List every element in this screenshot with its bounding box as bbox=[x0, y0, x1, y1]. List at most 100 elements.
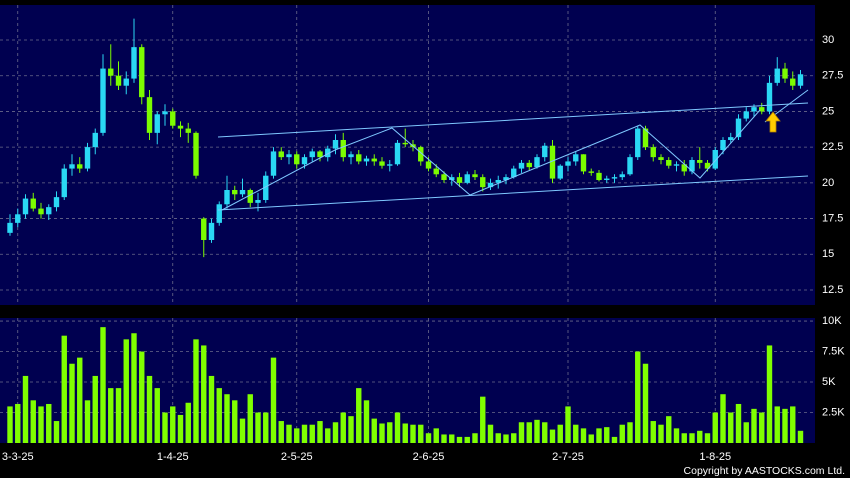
volume-bar bbox=[108, 388, 114, 443]
channel-upper bbox=[217, 102, 809, 138]
candle-body bbox=[720, 140, 726, 150]
volume-bar bbox=[728, 412, 734, 443]
candle-body bbox=[255, 200, 261, 203]
volume-bar bbox=[294, 428, 300, 443]
volume-bar bbox=[565, 406, 571, 443]
volume-bar bbox=[611, 436, 618, 443]
candle-body bbox=[309, 151, 315, 158]
volume-bar bbox=[131, 333, 137, 443]
volume-bar bbox=[301, 424, 308, 443]
volume-bar bbox=[658, 424, 664, 443]
candle-body bbox=[69, 164, 75, 169]
candle-body bbox=[394, 142, 401, 165]
candle-body bbox=[542, 145, 548, 158]
candle-body bbox=[480, 177, 486, 188]
candle-body bbox=[201, 218, 207, 240]
candle-body bbox=[387, 164, 393, 166]
candle-body bbox=[464, 174, 470, 183]
candle-body bbox=[766, 82, 773, 112]
candle-body bbox=[247, 190, 253, 203]
candle-body bbox=[619, 174, 625, 178]
candle-body bbox=[146, 97, 153, 133]
volume-bar bbox=[766, 345, 773, 443]
candle-body bbox=[418, 147, 424, 162]
y-tick-label: 10K bbox=[822, 315, 842, 327]
volume-bar bbox=[332, 422, 339, 443]
volume-bar bbox=[542, 422, 548, 443]
volume-bar bbox=[394, 412, 401, 443]
volume-bar bbox=[7, 406, 13, 443]
candle-body bbox=[332, 140, 339, 149]
y-tick-label: 27.5 bbox=[822, 70, 843, 82]
candle-body bbox=[635, 128, 641, 158]
volume-bar bbox=[604, 427, 610, 443]
candle-body bbox=[441, 174, 447, 180]
volume-bar bbox=[526, 422, 532, 443]
volume-bar bbox=[759, 412, 765, 443]
candle-body bbox=[627, 157, 633, 175]
candle-body bbox=[503, 177, 509, 180]
candle-body bbox=[751, 107, 757, 112]
volume-bar bbox=[46, 403, 52, 443]
volume-bar bbox=[573, 424, 579, 443]
volume-bar bbox=[123, 339, 129, 443]
y-tick-label: 2.5K bbox=[822, 406, 845, 418]
candle-body bbox=[185, 128, 191, 133]
candle-body bbox=[46, 207, 52, 215]
volume-bar bbox=[162, 412, 168, 443]
volume-bar bbox=[402, 423, 408, 443]
candle-body bbox=[317, 151, 323, 158]
candle-body bbox=[704, 162, 711, 169]
volume-bar bbox=[348, 416, 354, 443]
candle-body bbox=[565, 161, 571, 166]
candle-body bbox=[7, 222, 13, 233]
volume-bar bbox=[309, 424, 315, 443]
x-tick-label: 1-4-25 bbox=[157, 451, 189, 463]
candle-body bbox=[673, 164, 680, 166]
volume-bar bbox=[139, 351, 145, 443]
candle-body bbox=[208, 222, 215, 240]
signal-arrow bbox=[765, 111, 781, 133]
candle-body bbox=[425, 161, 432, 169]
candle-body bbox=[681, 164, 687, 172]
volume-bar bbox=[697, 430, 703, 443]
y-tick-label: 12.5 bbox=[822, 284, 843, 296]
candle-body bbox=[518, 162, 525, 169]
candle-body bbox=[604, 178, 610, 180]
y-tick-label: 5K bbox=[822, 376, 836, 388]
y-tick-label: 15 bbox=[822, 248, 834, 260]
volume-bar bbox=[681, 433, 687, 443]
candle-body bbox=[232, 190, 238, 195]
volume-bar bbox=[704, 433, 711, 443]
copyright: Copyright by AASTOCKS.com Ltd. bbox=[684, 465, 845, 477]
volume-bar bbox=[410, 424, 416, 443]
candle-body bbox=[325, 148, 331, 158]
candle-body bbox=[294, 154, 300, 165]
volume-bar bbox=[673, 428, 680, 443]
y-tick-label: 20 bbox=[822, 177, 834, 189]
candle-body bbox=[666, 160, 672, 166]
candle-body bbox=[433, 168, 439, 175]
volume-bar bbox=[588, 434, 594, 443]
candle-body bbox=[340, 140, 346, 158]
volume-bar bbox=[30, 400, 36, 443]
candle-body bbox=[270, 151, 277, 176]
candle-body bbox=[495, 180, 501, 183]
volume-bar bbox=[340, 412, 346, 443]
volume-bar bbox=[782, 408, 788, 443]
volume-bar bbox=[480, 396, 486, 443]
candle-body bbox=[689, 160, 695, 172]
volume-bar bbox=[743, 422, 749, 443]
candle-body bbox=[557, 165, 563, 179]
candle-body bbox=[797, 74, 804, 86]
volume-bar bbox=[232, 400, 238, 443]
volume-bar bbox=[77, 357, 83, 443]
candle-body bbox=[100, 68, 106, 133]
volume-bar bbox=[534, 419, 540, 443]
candle-body bbox=[774, 68, 780, 83]
candle-body bbox=[650, 147, 656, 158]
candle-body bbox=[177, 125, 184, 129]
volume-bar bbox=[449, 434, 455, 443]
price-panel bbox=[0, 5, 815, 305]
candle-body bbox=[456, 177, 463, 183]
